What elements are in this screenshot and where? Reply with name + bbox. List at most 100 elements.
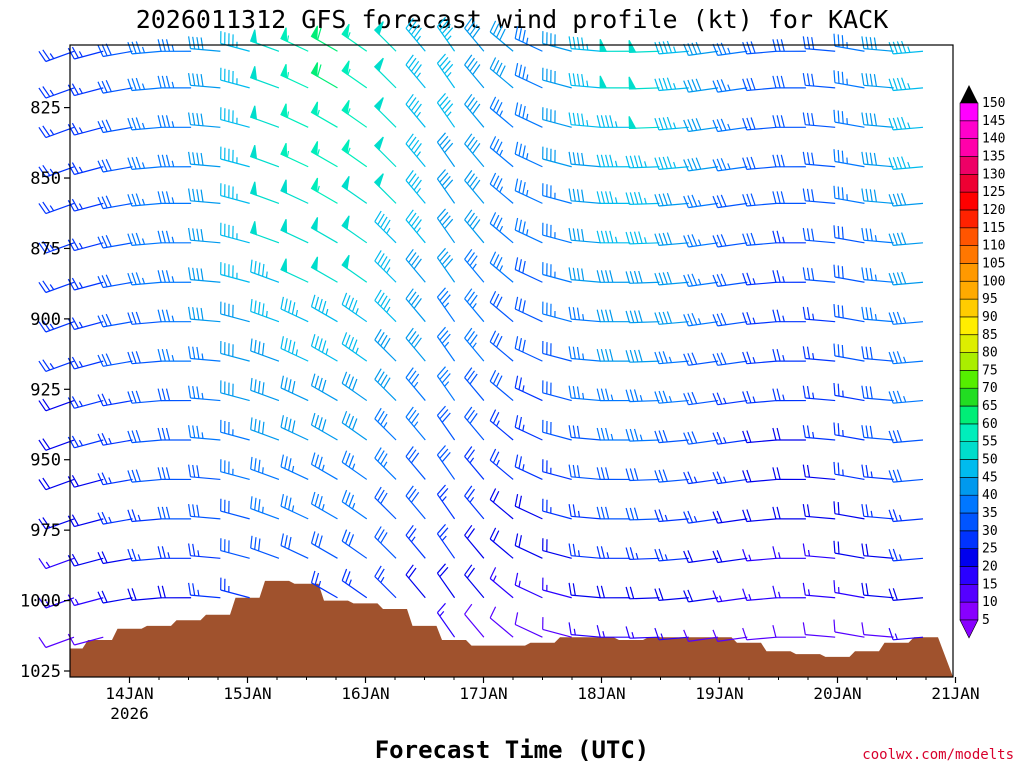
barb-flag — [720, 234, 727, 247]
barb-half-flag — [321, 504, 325, 511]
barb-flag — [161, 115, 166, 128]
barb-flag — [469, 255, 478, 267]
barb-flag — [101, 120, 108, 133]
wind-barb — [802, 504, 836, 520]
barb-half-flag — [842, 390, 844, 397]
barb-flag — [568, 306, 572, 320]
barb-flag — [314, 493, 320, 507]
barb-shaft — [514, 308, 543, 323]
wind-barb — [280, 454, 309, 480]
wind-barb — [742, 312, 777, 325]
barb-shaft — [102, 557, 133, 565]
barb-flag — [742, 470, 748, 483]
barb-flag — [712, 590, 719, 603]
colorbar-swatch — [959, 191, 979, 211]
barb-shaft — [629, 518, 660, 521]
barb-flag — [742, 391, 748, 404]
barb-flag — [131, 157, 137, 170]
barb-flag — [157, 75, 162, 89]
wind-barb — [97, 511, 133, 525]
barb-flag — [716, 195, 723, 208]
barb-flag — [888, 233, 894, 246]
barb-shaft — [629, 478, 660, 482]
barb-flag — [71, 435, 79, 447]
barb-flag — [161, 348, 166, 362]
barb-flag — [514, 141, 519, 155]
barb-flag — [192, 504, 196, 517]
barb-flag — [596, 154, 601, 167]
barb-flag — [410, 100, 420, 112]
wind-barb — [67, 162, 104, 176]
barb-flag — [806, 504, 811, 517]
wind-barb — [97, 432, 133, 446]
barb-flag — [439, 448, 449, 459]
barb-flag — [746, 157, 752, 170]
barb-flag — [658, 430, 664, 443]
wind-barb — [514, 375, 543, 402]
barb-shaft — [190, 200, 221, 204]
wind-barb — [772, 427, 806, 441]
barb-flag — [408, 488, 417, 500]
barb-flag — [314, 415, 320, 428]
barb-flag — [865, 307, 869, 320]
y-tick-label: 1025 — [20, 662, 61, 682]
barb-flag — [683, 43, 689, 56]
wind-barb — [38, 49, 75, 63]
barb-flag — [802, 306, 806, 320]
barb-half-flag — [752, 278, 756, 285]
barb-flag — [131, 548, 137, 561]
barb-shaft — [746, 597, 777, 601]
barb-shaft — [863, 594, 894, 599]
barb-half-flag — [673, 46, 677, 53]
barb-pennant — [280, 64, 288, 79]
barb-flag — [200, 268, 204, 281]
barb-shaft — [190, 555, 221, 559]
wind-barb — [772, 506, 806, 520]
barb-flag — [97, 551, 104, 564]
barb-pennant — [310, 25, 319, 41]
barb-shaft — [220, 352, 250, 362]
wind-barb — [861, 504, 894, 520]
barb-flag — [901, 271, 907, 284]
barb-flag — [742, 509, 748, 522]
wind-barb — [514, 62, 543, 89]
wind-barb — [596, 388, 631, 402]
wind-barb — [861, 346, 894, 362]
barb-shaft — [102, 202, 133, 210]
barb-flag — [750, 156, 756, 169]
barb-flag — [596, 309, 601, 322]
barb-flag — [742, 157, 748, 170]
wind-barb — [280, 296, 309, 323]
barb-flag — [654, 391, 660, 404]
wind-barb — [772, 546, 806, 559]
barb-flag — [439, 527, 449, 538]
barb-flag — [161, 546, 166, 559]
wind-barb — [97, 274, 133, 289]
barb-flag — [439, 369, 449, 380]
barb-flag — [318, 417, 323, 430]
barb-flag — [833, 461, 836, 475]
wind-barb — [514, 415, 543, 441]
barb-flag — [658, 157, 664, 170]
barb-shaft — [805, 476, 836, 481]
barb-flag — [310, 412, 316, 426]
barb-shaft — [45, 360, 75, 372]
barb-shaft — [464, 64, 485, 89]
barb-flag — [514, 102, 519, 115]
barb-flag — [318, 496, 323, 509]
barb-flag — [780, 154, 785, 167]
barb-flag — [165, 309, 171, 322]
barb-flag — [192, 543, 196, 557]
colorbar-swatch — [959, 227, 979, 246]
barb-shaft — [405, 416, 426, 441]
colorbar-label: 10 — [982, 595, 998, 610]
wind-barb — [772, 75, 806, 89]
barb-shaft — [190, 84, 221, 89]
barb-flag — [514, 257, 519, 270]
barb-shaft — [688, 518, 719, 524]
barb-flag — [38, 242, 47, 254]
wind-barb — [514, 141, 543, 168]
barb-flag — [806, 188, 811, 202]
barb-flag — [581, 74, 585, 87]
barb-half-flag — [673, 161, 677, 169]
